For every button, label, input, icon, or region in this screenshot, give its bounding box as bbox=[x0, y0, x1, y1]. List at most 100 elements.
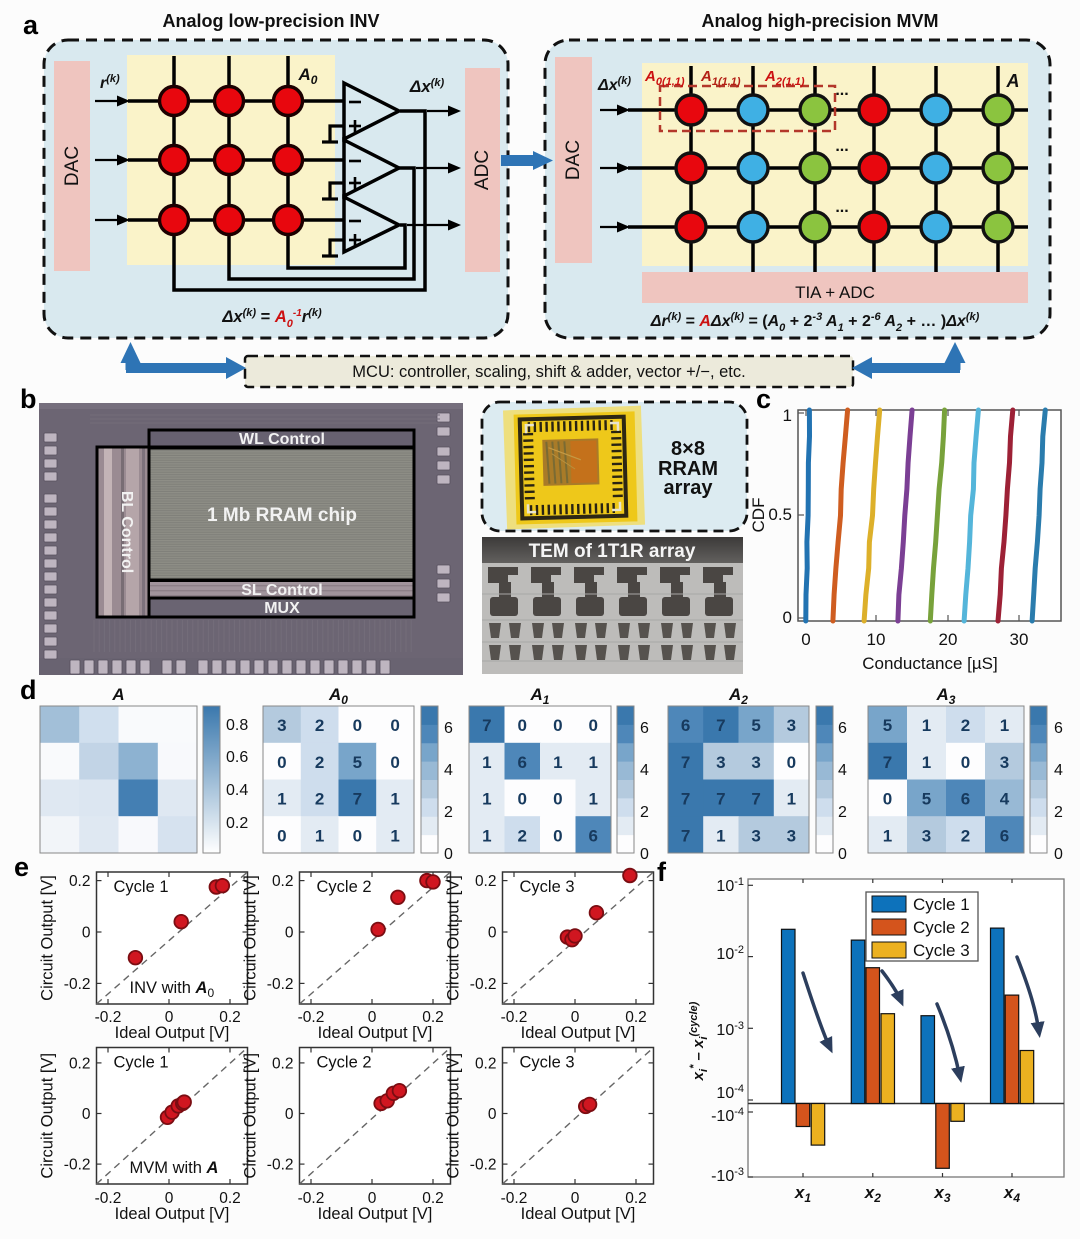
svg-text:A: A bbox=[111, 685, 124, 704]
svg-text:4: 4 bbox=[838, 762, 847, 779]
svg-text:-0.2: -0.2 bbox=[95, 1009, 122, 1026]
svg-text:0.2: 0.2 bbox=[69, 873, 91, 890]
svg-text:MCU: controller, scaling, shif: MCU: controller, scaling, shift & adder,… bbox=[352, 363, 745, 381]
svg-text:...: ... bbox=[835, 199, 848, 216]
svg-text:5: 5 bbox=[883, 716, 892, 735]
svg-text:DAC: DAC bbox=[62, 146, 83, 186]
svg-text:30: 30 bbox=[1010, 630, 1029, 649]
svg-text:1: 1 bbox=[553, 753, 562, 772]
svg-text:0.2: 0.2 bbox=[422, 1009, 444, 1026]
svg-text:2: 2 bbox=[517, 827, 526, 846]
svg-text:0: 0 bbox=[277, 753, 286, 772]
svg-text:Analog low-precision INV: Analog low-precision INV bbox=[162, 11, 379, 31]
svg-text:3: 3 bbox=[716, 753, 725, 772]
svg-text:Cycle 2: Cycle 2 bbox=[317, 1054, 372, 1072]
svg-text:-0.2: -0.2 bbox=[501, 1190, 528, 1207]
svg-text:WL Control: WL Control bbox=[239, 431, 325, 448]
svg-text:Cycle 1: Cycle 1 bbox=[114, 878, 169, 896]
svg-text:0.4: 0.4 bbox=[226, 782, 248, 799]
svg-text:1: 1 bbox=[482, 827, 491, 846]
svg-text:Circuit Output [V]: Circuit Output [V] bbox=[242, 875, 260, 1001]
svg-text:4: 4 bbox=[1054, 762, 1063, 779]
svg-text:1: 1 bbox=[482, 790, 491, 809]
svg-text:0.2: 0.2 bbox=[219, 1009, 241, 1026]
svg-text:ADC: ADC bbox=[472, 150, 493, 190]
svg-text:0.2: 0.2 bbox=[475, 1055, 497, 1072]
svg-text:-0.2: -0.2 bbox=[64, 1157, 91, 1174]
svg-text:6: 6 bbox=[1054, 720, 1063, 737]
svg-text:SL Control: SL Control bbox=[241, 582, 322, 599]
svg-text:-0.2: -0.2 bbox=[267, 976, 294, 993]
svg-text:2: 2 bbox=[315, 790, 324, 809]
svg-text:CDF: CDF bbox=[749, 498, 768, 533]
svg-text:INV with A0: INV with A0 bbox=[130, 979, 215, 1000]
svg-text:b: b bbox=[20, 384, 37, 414]
svg-text:Ideal Output [V]: Ideal Output [V] bbox=[521, 1024, 636, 1042]
svg-text:0.2: 0.2 bbox=[272, 873, 294, 890]
svg-text:Cycle 2: Cycle 2 bbox=[913, 918, 970, 937]
svg-text:-0.2: -0.2 bbox=[95, 1190, 122, 1207]
svg-text:6: 6 bbox=[640, 720, 649, 737]
svg-text:MVM with A: MVM with A bbox=[130, 1159, 219, 1177]
svg-text:0.6: 0.6 bbox=[226, 749, 248, 766]
svg-text:6: 6 bbox=[838, 720, 847, 737]
svg-text:3: 3 bbox=[787, 716, 796, 735]
svg-text:Ideal Output [V]: Ideal Output [V] bbox=[115, 1205, 230, 1223]
svg-text:DAC: DAC bbox=[563, 140, 584, 180]
svg-text:2: 2 bbox=[1054, 804, 1063, 821]
svg-text:0: 0 bbox=[961, 753, 970, 772]
svg-text:6: 6 bbox=[517, 753, 526, 772]
svg-text:3: 3 bbox=[1000, 753, 1009, 772]
svg-text:Cycle 3: Cycle 3 bbox=[520, 878, 575, 896]
svg-text:0: 0 bbox=[783, 608, 792, 627]
svg-text:0: 0 bbox=[517, 790, 526, 809]
svg-text:0.2: 0.2 bbox=[422, 1190, 444, 1207]
svg-text:0: 0 bbox=[588, 716, 597, 735]
svg-text:8×8: 8×8 bbox=[671, 438, 705, 460]
svg-text:Cycle 3: Cycle 3 bbox=[520, 1054, 575, 1072]
svg-text:1: 1 bbox=[922, 716, 931, 735]
svg-text:RRAM: RRAM bbox=[658, 458, 718, 480]
svg-text:1: 1 bbox=[922, 753, 931, 772]
svg-text:Ideal Output [V]: Ideal Output [V] bbox=[318, 1024, 433, 1042]
svg-text:a: a bbox=[23, 10, 39, 40]
svg-text:1: 1 bbox=[482, 753, 491, 772]
svg-text:0: 0 bbox=[787, 753, 796, 772]
svg-text:Circuit Output [V]: Circuit Output [V] bbox=[242, 1053, 260, 1179]
svg-text:Cycle 3: Cycle 3 bbox=[913, 941, 970, 960]
svg-text:-0.2: -0.2 bbox=[298, 1009, 325, 1026]
svg-text:0.2: 0.2 bbox=[69, 1055, 91, 1072]
svg-text:...: ... bbox=[835, 82, 848, 99]
svg-text:Ideal Output [V]: Ideal Output [V] bbox=[115, 1024, 230, 1042]
svg-text:6: 6 bbox=[961, 790, 970, 809]
svg-text:0.5: 0.5 bbox=[768, 505, 792, 524]
svg-text:7: 7 bbox=[482, 716, 491, 735]
svg-text:0.8: 0.8 bbox=[226, 717, 248, 734]
svg-text:array: array bbox=[664, 477, 714, 499]
svg-text:5: 5 bbox=[353, 753, 362, 772]
svg-text:2: 2 bbox=[961, 716, 970, 735]
svg-text:2: 2 bbox=[961, 827, 970, 846]
svg-text:1: 1 bbox=[783, 406, 792, 425]
svg-text:20: 20 bbox=[939, 630, 958, 649]
svg-text:d: d bbox=[20, 675, 37, 705]
svg-text:1: 1 bbox=[883, 827, 892, 846]
svg-text:0: 0 bbox=[444, 846, 453, 863]
svg-text:3: 3 bbox=[751, 753, 760, 772]
svg-text:e: e bbox=[14, 852, 29, 882]
svg-text:0: 0 bbox=[368, 1009, 377, 1026]
svg-text:3: 3 bbox=[787, 827, 796, 846]
svg-text:2: 2 bbox=[315, 753, 324, 772]
svg-text:Ideal Output [V]: Ideal Output [V] bbox=[521, 1205, 636, 1223]
svg-text:3: 3 bbox=[922, 827, 931, 846]
svg-text:-0.2: -0.2 bbox=[501, 1009, 528, 1026]
svg-text:0.2: 0.2 bbox=[625, 1009, 647, 1026]
svg-text:4: 4 bbox=[640, 762, 649, 779]
svg-text:6: 6 bbox=[444, 720, 453, 737]
svg-text:7: 7 bbox=[716, 716, 725, 735]
svg-text:0: 0 bbox=[390, 753, 399, 772]
svg-text:Cycle 1: Cycle 1 bbox=[913, 895, 970, 914]
svg-text:1: 1 bbox=[716, 827, 725, 846]
svg-text:0: 0 bbox=[165, 1009, 174, 1026]
svg-text:-0.2: -0.2 bbox=[267, 1157, 294, 1174]
